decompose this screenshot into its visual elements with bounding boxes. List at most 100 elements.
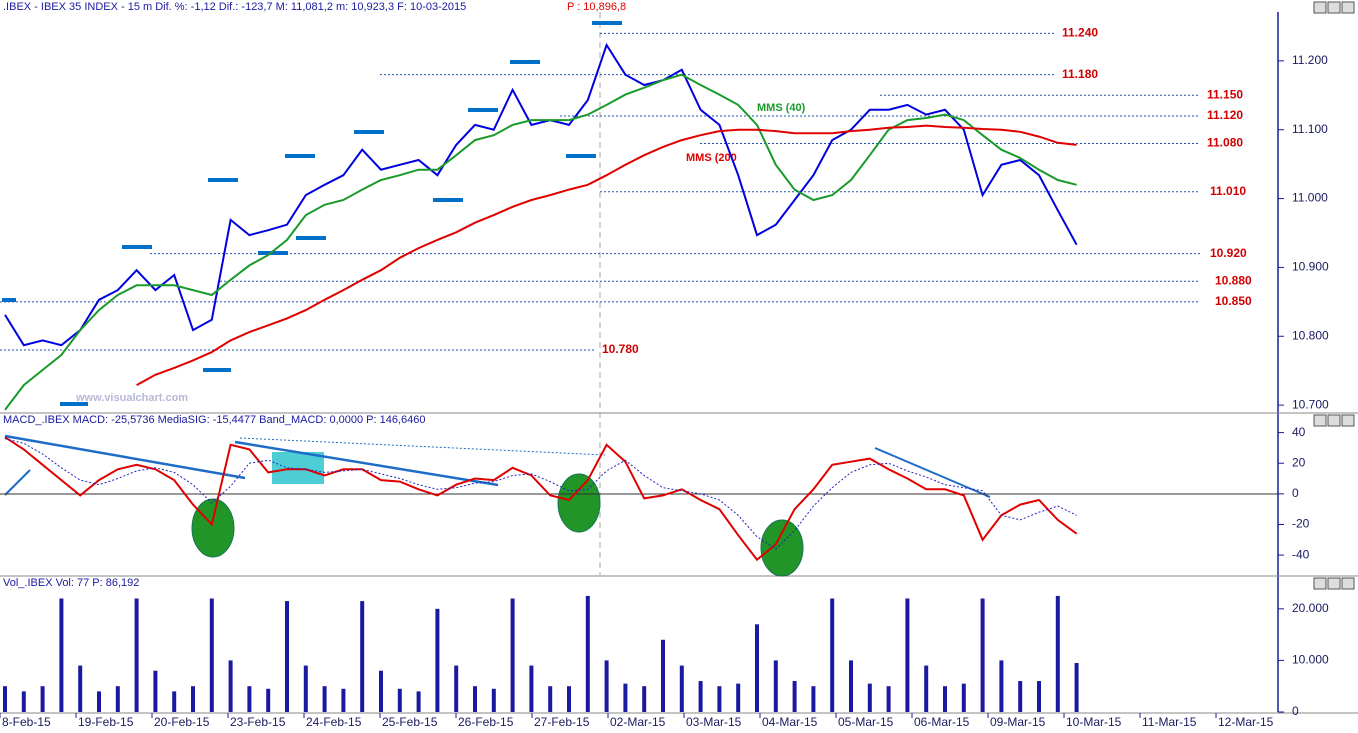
series-line bbox=[4, 42, 1078, 347]
volume-bar bbox=[115, 686, 120, 712]
volume-bar bbox=[247, 686, 252, 712]
volume-bar bbox=[548, 686, 553, 712]
level-label: 10.880 bbox=[1215, 273, 1252, 287]
level-label: 11.240 bbox=[1062, 26, 1098, 40]
series-line bbox=[4, 73, 1077, 411]
volume-bar bbox=[961, 683, 966, 712]
volume-bar bbox=[849, 660, 853, 712]
volume-bar bbox=[510, 598, 515, 712]
volume-bar bbox=[924, 665, 929, 712]
series-line bbox=[4, 436, 1078, 562]
volume-bar bbox=[773, 660, 778, 712]
volume-bar bbox=[454, 665, 459, 712]
volume-bar bbox=[1074, 662, 1079, 712]
y-tick-label: 10.800 bbox=[1292, 328, 1329, 342]
y-tick-label: 20.000 bbox=[1292, 601, 1329, 615]
volume-bar bbox=[134, 598, 139, 712]
volume-bar bbox=[491, 688, 496, 712]
x-tick-label: 05-Mar-15 bbox=[838, 715, 894, 729]
x-tick-label: 27-Feb-15 bbox=[534, 715, 590, 729]
level-label: 10.920 bbox=[1210, 246, 1247, 260]
x-tick-label: 06-Mar-15 bbox=[914, 715, 970, 729]
volume-bar bbox=[40, 686, 45, 712]
volume-bar bbox=[717, 686, 722, 712]
x-tick-label: 19-Feb-15 bbox=[78, 715, 134, 729]
level-label: 11.150 bbox=[1207, 87, 1243, 101]
y-tick-label: 0 bbox=[1292, 486, 1299, 500]
price-header: .IBEX - IBEX 35 INDEX - 15 m Dif. %: -1,… bbox=[3, 1, 466, 13]
volume-bar bbox=[661, 639, 665, 712]
series-line bbox=[4, 438, 1077, 550]
y-tick-label: -40 bbox=[1292, 547, 1310, 561]
level-label: 10.850 bbox=[1215, 294, 1252, 308]
y-tick-label: 10.000 bbox=[1292, 653, 1329, 667]
y-tick-label: 11.000 bbox=[1292, 191, 1328, 205]
volume-bar bbox=[642, 686, 647, 712]
volume-bar bbox=[473, 686, 477, 712]
volume-bar bbox=[397, 688, 402, 712]
x-tick-label: 26-Feb-15 bbox=[458, 715, 514, 729]
volume-bar bbox=[980, 598, 985, 712]
volume-bar bbox=[435, 608, 440, 712]
volume-header: Vol_.IBEX Vol: 77 P: 86,192 bbox=[3, 577, 139, 589]
volume-bar bbox=[303, 665, 308, 712]
volume-bar bbox=[191, 686, 195, 712]
y-tick-label: 20 bbox=[1292, 455, 1306, 469]
volume-bar bbox=[604, 660, 609, 712]
watermark: www.visualchart.com bbox=[75, 392, 188, 404]
macd-header: MACD_.IBEX MACD: -25,5736 MediaSIG: -15,… bbox=[3, 414, 426, 426]
level-label: 11.010 bbox=[1210, 184, 1246, 198]
y-tick-label: 11.200 bbox=[1292, 53, 1328, 67]
volume-bar bbox=[341, 688, 346, 712]
level-label: 11.180 bbox=[1062, 67, 1098, 81]
volume-bar bbox=[78, 665, 83, 712]
level-markers bbox=[2, 21, 622, 406]
level-label: 11.120 bbox=[1207, 108, 1243, 122]
volume-bar bbox=[755, 624, 759, 712]
x-tick-label: 25-Feb-15 bbox=[382, 715, 438, 729]
ma200-label: MMS (200 bbox=[686, 152, 737, 164]
volume-bar bbox=[736, 683, 741, 712]
price-header-last: P : 10,896,8 bbox=[567, 1, 626, 13]
volume-bar bbox=[567, 686, 571, 712]
y-tick-label: 40 bbox=[1292, 425, 1306, 439]
x-tick-label: 09-Mar-15 bbox=[990, 715, 1046, 729]
volume-bar bbox=[623, 683, 628, 712]
level-label: 10.780 bbox=[602, 342, 639, 356]
x-tick-label: 24-Feb-15 bbox=[306, 715, 362, 729]
y-tick-label: 11.100 bbox=[1292, 122, 1328, 136]
volume-bar bbox=[792, 681, 797, 712]
volume-bar bbox=[59, 598, 64, 712]
volume-bar bbox=[830, 598, 835, 712]
x-tick-label: 02-Mar-15 bbox=[610, 715, 666, 729]
x-tick-label: 8-Feb-15 bbox=[2, 715, 51, 729]
y-tick-label: 0 bbox=[1292, 704, 1299, 718]
y-tick-label: -20 bbox=[1292, 517, 1310, 531]
volume-bar bbox=[1037, 681, 1041, 712]
x-tick-label: 10-Mar-15 bbox=[1066, 715, 1122, 729]
volume-bar bbox=[21, 691, 26, 712]
volume-bar bbox=[867, 683, 872, 712]
level-label: 11.080 bbox=[1207, 136, 1243, 150]
volume-bar bbox=[679, 665, 684, 712]
volume-bar bbox=[1018, 681, 1023, 712]
volume-bar bbox=[585, 595, 590, 712]
volume-bar bbox=[97, 691, 101, 712]
volume-bar bbox=[266, 688, 271, 712]
volume-bar bbox=[360, 601, 365, 712]
volume-bar bbox=[529, 665, 534, 712]
x-tick-label: 04-Mar-15 bbox=[762, 715, 818, 729]
volume-bar bbox=[172, 691, 177, 712]
y-tick-label: 10.900 bbox=[1292, 260, 1329, 274]
volume-bar bbox=[153, 670, 158, 712]
x-tick-label: 03-Mar-15 bbox=[686, 715, 742, 729]
ma40-label: MMS (40) bbox=[757, 102, 806, 114]
x-tick-label: 23-Feb-15 bbox=[230, 715, 286, 729]
window-buttons[interactable] bbox=[1313, 1, 1355, 590]
volume-bar bbox=[811, 686, 816, 712]
x-tick-label: 12-Mar-15 bbox=[1218, 715, 1274, 729]
volume-bar bbox=[416, 691, 421, 712]
volume-bar bbox=[1055, 595, 1060, 712]
